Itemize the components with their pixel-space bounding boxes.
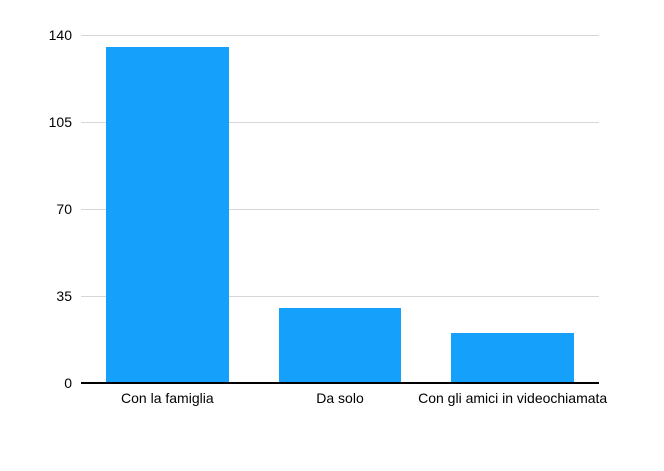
- x-tick-label-0: Con la famiglia: [121, 390, 214, 406]
- gridline-35: [81, 296, 599, 297]
- bar-2: [451, 333, 574, 383]
- plot-area: [81, 35, 599, 383]
- x-tick-label-2: Con gli amici in videochiamata: [418, 390, 608, 406]
- y-tick-label-140: 140: [48, 27, 72, 43]
- x-axis-line: [81, 382, 599, 384]
- y-tick-label-35: 35: [56, 288, 72, 304]
- x-tick-label-1: Da solo: [316, 390, 364, 406]
- gridline-70: [81, 209, 599, 210]
- gridline-140: [81, 35, 599, 36]
- y-tick-label-70: 70: [56, 201, 72, 217]
- y-tick-label-0: 0: [64, 375, 72, 391]
- y-tick-label-105: 105: [48, 114, 72, 130]
- bar-0: [106, 47, 229, 383]
- gridline-105: [81, 122, 599, 123]
- bar-1: [278, 308, 402, 383]
